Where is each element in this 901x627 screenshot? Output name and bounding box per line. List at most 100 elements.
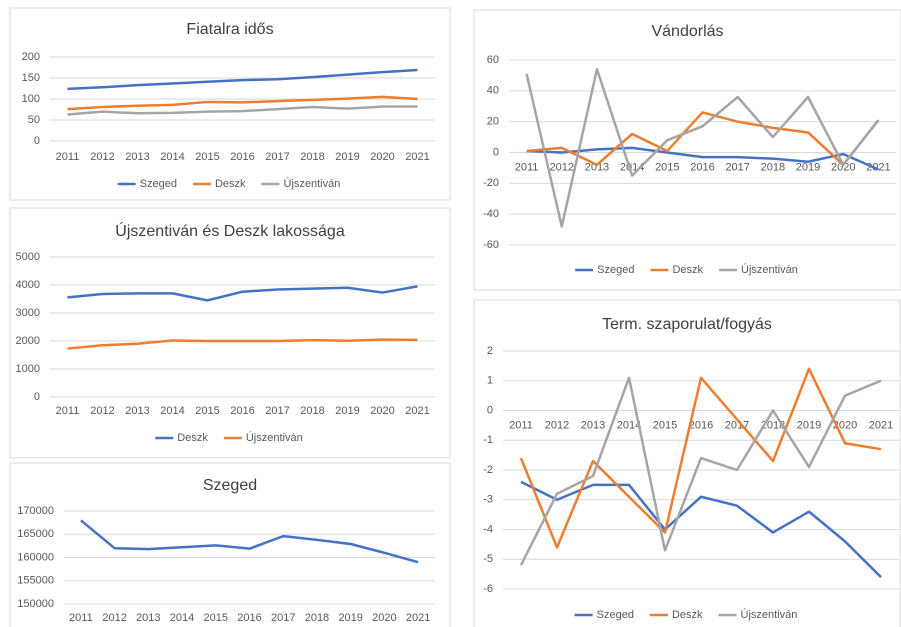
legend-label: Szeged bbox=[140, 178, 177, 190]
y-tick-label: 2 bbox=[487, 345, 493, 357]
x-tick-label: 2013 bbox=[585, 161, 609, 173]
chart-title: Vándorlás bbox=[651, 23, 723, 40]
x-tick-label: 2021 bbox=[405, 405, 429, 417]
y-tick-label: 170000 bbox=[17, 505, 54, 517]
y-tick-label: 50 bbox=[28, 114, 40, 126]
y-tick-label: 20 bbox=[487, 116, 499, 128]
y-tick-label: 150 bbox=[22, 72, 40, 84]
x-tick-label: 2014 bbox=[170, 612, 194, 624]
x-tick-label: 2018 bbox=[300, 405, 324, 417]
x-tick-label: 2014 bbox=[160, 151, 184, 163]
legend-label: Újszentiván bbox=[246, 431, 303, 444]
x-tick-label: 2011 bbox=[69, 612, 93, 624]
y-tick-label: -3 bbox=[483, 494, 493, 506]
y-tick-label: -40 bbox=[483, 208, 499, 220]
x-tick-label: 2019 bbox=[796, 161, 820, 173]
y-tick-label: 0 bbox=[34, 135, 40, 147]
x-tick-label: 2017 bbox=[725, 161, 749, 173]
y-tick-label: 2000 bbox=[16, 335, 40, 347]
x-tick-label: 2020 bbox=[370, 151, 394, 163]
x-tick-label: 2011 bbox=[56, 151, 80, 163]
x-tick-label: 2015 bbox=[195, 405, 219, 417]
y-tick-label: 0 bbox=[487, 404, 493, 416]
y-tick-label: -20 bbox=[483, 177, 499, 189]
series-line bbox=[525, 68, 880, 228]
x-tick-label: 2012 bbox=[550, 161, 574, 173]
series-line bbox=[67, 338, 418, 350]
series-line bbox=[519, 376, 882, 566]
x-tick-label: 2015 bbox=[655, 161, 679, 173]
x-tick-label: 2013 bbox=[125, 405, 149, 417]
x-tick-label: 2011 bbox=[56, 405, 80, 417]
y-tick-label: -6 bbox=[483, 583, 493, 595]
legend-label: Újszentiván bbox=[284, 177, 341, 190]
legend-label: Deszk bbox=[215, 178, 246, 190]
y-tick-label: -60 bbox=[483, 239, 499, 251]
x-tick-label: 2021 bbox=[866, 161, 890, 173]
legend-label: Újszentiván bbox=[741, 608, 798, 621]
x-tick-label: 2021 bbox=[869, 419, 893, 431]
chart-title: Újszentiván és Deszk lakossága bbox=[115, 221, 345, 240]
chart-frame bbox=[9, 462, 451, 627]
x-tick-label: 2019 bbox=[335, 405, 359, 417]
y-tick-label: 165000 bbox=[17, 528, 54, 540]
series-line bbox=[67, 95, 418, 111]
x-tick-label: 2015 bbox=[195, 151, 219, 163]
chart-frame bbox=[9, 207, 451, 459]
y-tick-label: 4000 bbox=[16, 279, 40, 291]
series-line bbox=[526, 146, 879, 171]
chart-title: Term. szaporulat/fogyás bbox=[602, 316, 772, 333]
series-line bbox=[519, 367, 882, 549]
legend-label: Szeged bbox=[597, 609, 634, 621]
legend-label: Újszentiván bbox=[741, 263, 798, 276]
x-tick-label: 2016 bbox=[689, 419, 713, 431]
y-tick-label: 40 bbox=[487, 85, 499, 97]
x-tick-label: 2015 bbox=[653, 419, 677, 431]
x-tick-label: 2019 bbox=[797, 419, 821, 431]
chart-frame bbox=[473, 9, 901, 291]
x-tick-label: 2012 bbox=[102, 612, 126, 624]
x-tick-label: 2020 bbox=[372, 612, 396, 624]
y-tick-label: 0 bbox=[493, 146, 499, 158]
chart-frame bbox=[9, 7, 451, 201]
x-tick-label: 2014 bbox=[160, 405, 184, 417]
y-tick-label: 200 bbox=[22, 51, 40, 63]
series-line bbox=[67, 285, 418, 302]
x-tick-label: 2014 bbox=[617, 419, 641, 431]
x-tick-label: 2019 bbox=[338, 612, 362, 624]
y-tick-label: 5000 bbox=[16, 251, 40, 263]
x-tick-label: 2018 bbox=[300, 151, 324, 163]
series-line bbox=[526, 111, 880, 167]
x-tick-label: 2013 bbox=[136, 612, 160, 624]
x-tick-label: 2016 bbox=[237, 612, 261, 624]
x-tick-label: 2017 bbox=[271, 612, 295, 624]
x-tick-label: 2015 bbox=[204, 612, 228, 624]
x-tick-label: 2012 bbox=[90, 151, 114, 163]
legend-label: Szeged bbox=[597, 264, 634, 276]
series-line bbox=[67, 68, 418, 91]
y-tick-label: 0 bbox=[34, 391, 40, 403]
y-tick-label: 155000 bbox=[17, 575, 54, 587]
x-tick-label: 2016 bbox=[690, 161, 714, 173]
y-tick-label: 1 bbox=[487, 375, 493, 387]
legend-label: Deszk bbox=[672, 264, 703, 276]
y-tick-label: 100 bbox=[22, 93, 40, 105]
chart-title: Szeged bbox=[203, 477, 257, 494]
chart-title: Fiatalra idős bbox=[186, 21, 273, 38]
y-tick-label: -2 bbox=[483, 464, 493, 476]
y-tick-label: 150000 bbox=[17, 598, 54, 610]
y-tick-label: 3000 bbox=[16, 307, 40, 319]
y-tick-label: -5 bbox=[483, 553, 493, 565]
y-tick-label: -4 bbox=[483, 523, 493, 535]
x-tick-label: 2020 bbox=[370, 405, 394, 417]
x-tick-label: 2011 bbox=[515, 161, 539, 173]
x-tick-label: 2018 bbox=[761, 161, 785, 173]
series-line bbox=[80, 519, 419, 564]
y-tick-label: 1000 bbox=[16, 363, 40, 375]
x-tick-label: 2016 bbox=[230, 151, 254, 163]
x-tick-label: 2012 bbox=[90, 405, 114, 417]
x-tick-label: 2017 bbox=[265, 405, 289, 417]
legend-label: Deszk bbox=[177, 432, 208, 444]
